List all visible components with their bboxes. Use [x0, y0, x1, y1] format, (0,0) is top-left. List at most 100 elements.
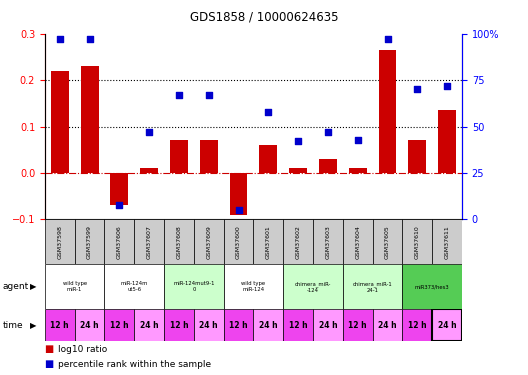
Point [55, 36, 64, 42]
Text: 12 h: 12 h [289, 321, 307, 330]
Point [413, 87, 421, 93]
Point [145, 129, 154, 135]
Bar [402, 309, 432, 341]
Text: GSM37600: GSM37600 [236, 225, 241, 259]
Text: GSM37606: GSM37606 [117, 225, 122, 259]
Bar [105, 219, 134, 264]
Bar [343, 264, 402, 309]
Bar [373, 309, 402, 341]
Point [264, 109, 272, 115]
Bar [164, 309, 194, 341]
Point [383, 36, 392, 42]
Bar [283, 219, 313, 264]
Bar [253, 219, 283, 264]
Text: log10 ratio: log10 ratio [58, 345, 107, 354]
Text: agent: agent [3, 282, 29, 291]
Text: 24 h: 24 h [140, 321, 158, 330]
Text: GSM37599: GSM37599 [87, 225, 92, 259]
Text: 12 h: 12 h [229, 321, 248, 330]
Bar [283, 264, 343, 309]
Bar [170, 141, 188, 173]
Text: GSM37604: GSM37604 [355, 225, 360, 259]
Text: GSM37611: GSM37611 [445, 225, 450, 259]
Text: ▶: ▶ [30, 282, 36, 291]
Bar [81, 66, 99, 173]
Bar [289, 168, 307, 173]
Text: 12 h: 12 h [169, 321, 188, 330]
Bar [194, 219, 224, 264]
Point [115, 201, 124, 207]
Text: percentile rank within the sample: percentile rank within the sample [58, 360, 211, 369]
Bar [105, 264, 164, 309]
Text: miR-124mut9-1
0: miR-124mut9-1 0 [173, 281, 214, 292]
Text: wild type
miR-124: wild type miR-124 [241, 281, 266, 292]
Text: GSM37605: GSM37605 [385, 225, 390, 259]
Text: GSM37610: GSM37610 [415, 225, 420, 259]
Text: GSM37607: GSM37607 [147, 225, 152, 259]
Text: GSM37602: GSM37602 [296, 225, 300, 259]
Bar [402, 264, 462, 309]
Text: ▶: ▶ [30, 321, 36, 330]
Text: GSM37601: GSM37601 [266, 225, 271, 259]
Bar [194, 309, 224, 341]
Text: GDS1858 / 10000624635: GDS1858 / 10000624635 [190, 10, 338, 24]
Text: 24 h: 24 h [318, 321, 337, 330]
Bar [105, 309, 134, 341]
Bar [438, 110, 456, 173]
Bar [349, 168, 366, 173]
Bar [313, 219, 343, 264]
Bar [74, 309, 105, 341]
Bar [164, 219, 194, 264]
Bar [402, 219, 432, 264]
Point [204, 92, 213, 98]
Bar [343, 309, 373, 341]
Text: 24 h: 24 h [438, 321, 456, 330]
Point [86, 36, 94, 42]
Bar [110, 173, 128, 206]
Text: ■: ■ [45, 359, 57, 369]
Bar [230, 173, 248, 215]
Bar [313, 309, 343, 341]
Bar [319, 159, 337, 173]
Text: 12 h: 12 h [51, 321, 69, 330]
Bar [253, 309, 283, 341]
Text: GSM37598: GSM37598 [57, 225, 62, 259]
Text: wild type
miR-1: wild type miR-1 [63, 281, 87, 292]
Text: 12 h: 12 h [408, 321, 427, 330]
Text: 12 h: 12 h [110, 321, 129, 330]
Point [234, 207, 243, 213]
Bar [432, 309, 462, 341]
Bar [224, 219, 253, 264]
Text: chimera_miR-
-124: chimera_miR- -124 [295, 281, 331, 293]
Bar [408, 141, 426, 173]
Bar [51, 71, 69, 173]
Bar [224, 264, 283, 309]
Bar [343, 219, 373, 264]
Bar [164, 264, 224, 309]
Bar [45, 264, 105, 309]
Bar [45, 309, 74, 341]
Bar [379, 50, 397, 173]
Text: miR373/hes3: miR373/hes3 [415, 284, 449, 290]
Text: GSM37609: GSM37609 [206, 225, 211, 259]
Text: GSM37603: GSM37603 [325, 225, 331, 259]
Bar [283, 309, 313, 341]
Text: chimera_miR-1
24-1: chimera_miR-1 24-1 [353, 281, 392, 293]
Text: miR-124m
ut5-6: miR-124m ut5-6 [120, 281, 148, 292]
Point [175, 92, 183, 98]
Text: 24 h: 24 h [200, 321, 218, 330]
Point [324, 129, 332, 135]
Point [294, 138, 303, 144]
Bar [74, 219, 105, 264]
Bar [134, 309, 164, 341]
Bar [259, 145, 277, 173]
Text: GSM37608: GSM37608 [176, 225, 182, 259]
Text: 24 h: 24 h [80, 321, 99, 330]
Point [443, 83, 451, 89]
Bar [45, 219, 74, 264]
Bar [140, 168, 158, 173]
Bar [373, 219, 402, 264]
Point [354, 136, 362, 142]
Bar [134, 219, 164, 264]
Text: 12 h: 12 h [348, 321, 367, 330]
